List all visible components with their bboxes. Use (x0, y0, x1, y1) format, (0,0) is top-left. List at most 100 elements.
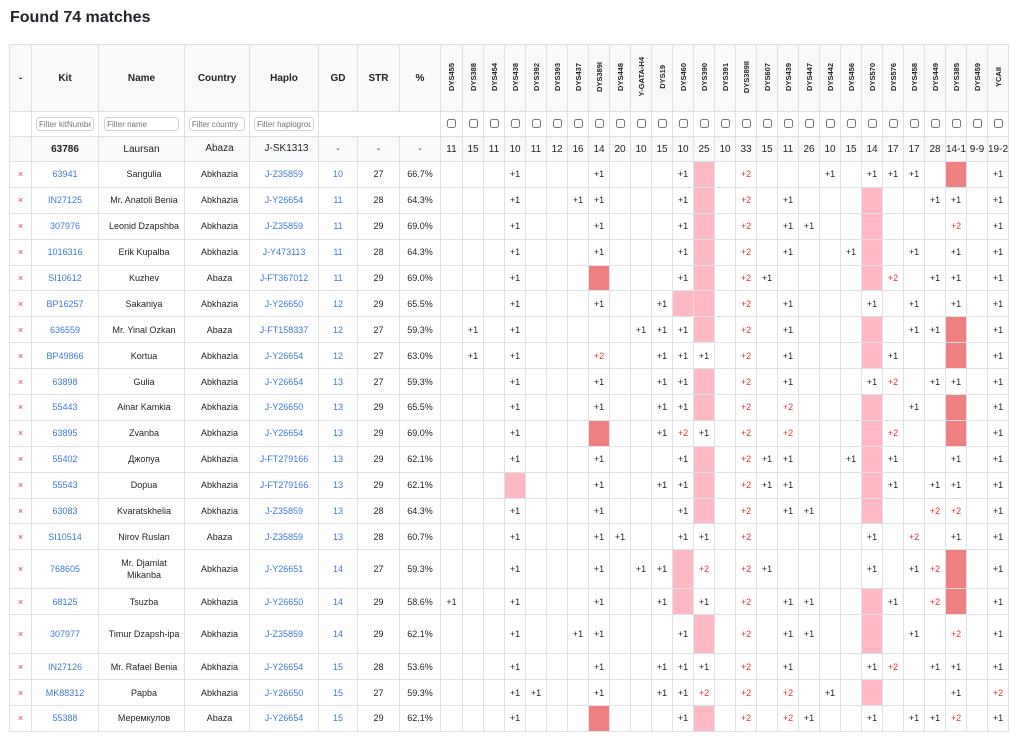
gd-link[interactable]: 12 (332, 324, 343, 335)
marker-header-dys460[interactable]: DYS460 (672, 44, 694, 112)
marker-header-dys389ii[interactable]: DYS389II (735, 44, 757, 112)
marker-filter-checkbox[interactable] (846, 118, 856, 128)
marker-filter-checkbox[interactable] (720, 118, 730, 128)
haplo-link[interactable]: J-Y473113 (262, 247, 306, 258)
marker-header-dys454[interactable]: DYS454 (483, 44, 505, 112)
marker-header-dys456[interactable]: DYS456 (840, 44, 862, 112)
col-kit-header[interactable]: Kit (31, 44, 99, 112)
kit-link[interactable]: 63083 (52, 506, 78, 517)
remove-icon[interactable]: × (9, 549, 32, 590)
gd-link[interactable]: 13 (332, 402, 343, 413)
marker-header-y-gata-h4[interactable]: Y-GATA-H4 (630, 44, 652, 112)
remove-icon[interactable]: × (9, 394, 32, 421)
gd-link[interactable]: 13 (332, 531, 343, 542)
marker-filter-checkbox[interactable] (657, 118, 667, 128)
haplo-link[interactable]: J-FT279166 (259, 454, 309, 465)
gd-link[interactable]: 15 (332, 713, 343, 724)
marker-filter-checkbox[interactable] (867, 118, 877, 128)
kit-link[interactable]: 55388 (52, 713, 78, 724)
marker-header-dys439[interactable]: DYS439 (777, 44, 799, 112)
haplo-link[interactable]: J-Z35859 (264, 169, 304, 180)
remove-icon[interactable]: × (9, 679, 32, 707)
marker-header-ycaii[interactable]: YCAII (987, 44, 1009, 112)
marker-header-dys392[interactable]: DYS392 (525, 44, 547, 112)
marker-header-dys393[interactable]: DYS393 (546, 44, 568, 112)
marker-filter-checkbox[interactable] (972, 118, 982, 128)
haplo-link[interactable]: J-FT367012 (259, 273, 309, 283)
kit-link[interactable]: 55402 (52, 454, 78, 465)
marker-header-dys455[interactable]: DYS455 (440, 44, 463, 112)
marker-filter-checkbox[interactable] (951, 118, 961, 128)
remove-icon[interactable]: × (9, 212, 32, 240)
gd-link[interactable]: 14 (332, 596, 343, 607)
kit-link[interactable]: 63898 (52, 376, 78, 387)
kit-link[interactable]: BP16257 (46, 298, 84, 309)
remove-icon[interactable]: × (9, 497, 32, 525)
gd-link[interactable]: 12 (332, 350, 343, 361)
haplo-link[interactable]: J-Y26654 (264, 195, 304, 206)
marker-filter-checkbox[interactable] (762, 118, 772, 128)
remove-icon[interactable]: × (9, 523, 32, 551)
haplo-filter-input[interactable] (254, 117, 314, 131)
gd-link[interactable]: 14 (332, 629, 343, 640)
kit-link[interactable]: 1016316 (47, 247, 83, 258)
haplo-link[interactable]: J-Y26654 (264, 661, 304, 672)
marker-header-dys390[interactable]: DYS390 (693, 44, 715, 112)
haplo-link[interactable]: J-FT279166 (259, 480, 309, 491)
marker-filter-checkbox[interactable] (489, 118, 499, 128)
haplo-link[interactable]: J-FT158337 (259, 324, 309, 335)
remove-icon[interactable]: × (9, 614, 32, 655)
col-name-header[interactable]: Name (98, 44, 185, 112)
remove-icon[interactable]: × (9, 342, 32, 370)
col-haplo-header[interactable]: Haplo (249, 44, 319, 112)
haplo-link[interactable]: J-Z35859 (264, 629, 304, 640)
haplo-link[interactable]: J-Y26654 (264, 350, 304, 361)
kit-link[interactable]: IN27126 (47, 661, 83, 672)
kit-link[interactable]: 63941 (52, 169, 78, 180)
marker-filter-checkbox[interactable] (468, 118, 478, 128)
gd-link[interactable]: 14 (332, 564, 343, 575)
col-country-header[interactable]: Country (184, 44, 250, 112)
kit-link[interactable]: 68125 (52, 596, 78, 607)
kit-link[interactable]: MK88312 (45, 687, 85, 698)
kit-link[interactable]: 55543 (52, 480, 78, 491)
gd-link[interactable]: 11 (333, 221, 343, 232)
marker-filter-checkbox[interactable] (636, 118, 646, 128)
remove-icon[interactable]: × (9, 653, 32, 681)
gd-link[interactable]: 13 (332, 376, 343, 387)
marker-header-dys449[interactable]: DYS449 (924, 44, 946, 112)
marker-header-dys388[interactable]: DYS388 (462, 44, 484, 112)
col-pct-header[interactable]: % (399, 44, 441, 112)
remove-icon[interactable]: × (9, 290, 32, 318)
marker-header-dys570[interactable]: DYS570 (861, 44, 883, 112)
gd-link[interactable]: 13 (332, 428, 343, 439)
marker-filter-checkbox[interactable] (993, 118, 1003, 128)
gd-link[interactable]: 15 (332, 661, 343, 672)
marker-filter-checkbox[interactable] (615, 118, 625, 128)
kit-link[interactable]: BP49866 (46, 350, 84, 361)
name-filter-input[interactable] (104, 117, 179, 131)
marker-header-dys19[interactable]: DYS19 (651, 44, 673, 112)
gd-link[interactable]: 13 (332, 480, 343, 491)
marker-header-dys459[interactable]: DYS459 (966, 44, 988, 112)
haplo-link[interactable]: J-Y26654 (264, 376, 304, 387)
haplo-link[interactable]: J-Z35859 (264, 506, 304, 517)
kit-link[interactable]: SI10612 (48, 273, 82, 283)
remove-icon[interactable]: × (9, 186, 32, 214)
haplo-link[interactable]: J-Y26650 (264, 298, 304, 309)
haplo-link[interactable]: J-Y26651 (264, 564, 304, 575)
marker-filter-checkbox[interactable] (888, 118, 898, 128)
kit-link[interactable]: 307977 (49, 629, 81, 640)
kit-link[interactable]: 63895 (52, 428, 78, 439)
kit-link[interactable]: SI10514 (48, 531, 82, 542)
gd-link[interactable]: 13 (332, 454, 343, 465)
marker-filter-checkbox[interactable] (573, 118, 583, 128)
kit-filter-input[interactable] (35, 117, 95, 131)
marker-header-dys576[interactable]: DYS576 (882, 44, 904, 112)
marker-header-dys442[interactable]: DYS442 (819, 44, 841, 112)
marker-filter-checkbox[interactable] (909, 118, 919, 128)
marker-filter-checkbox[interactable] (783, 118, 793, 128)
gd-link[interactable]: 10 (332, 169, 343, 180)
kit-link[interactable]: 636559 (49, 324, 81, 335)
haplo-link[interactable]: J-Y26650 (264, 687, 304, 698)
